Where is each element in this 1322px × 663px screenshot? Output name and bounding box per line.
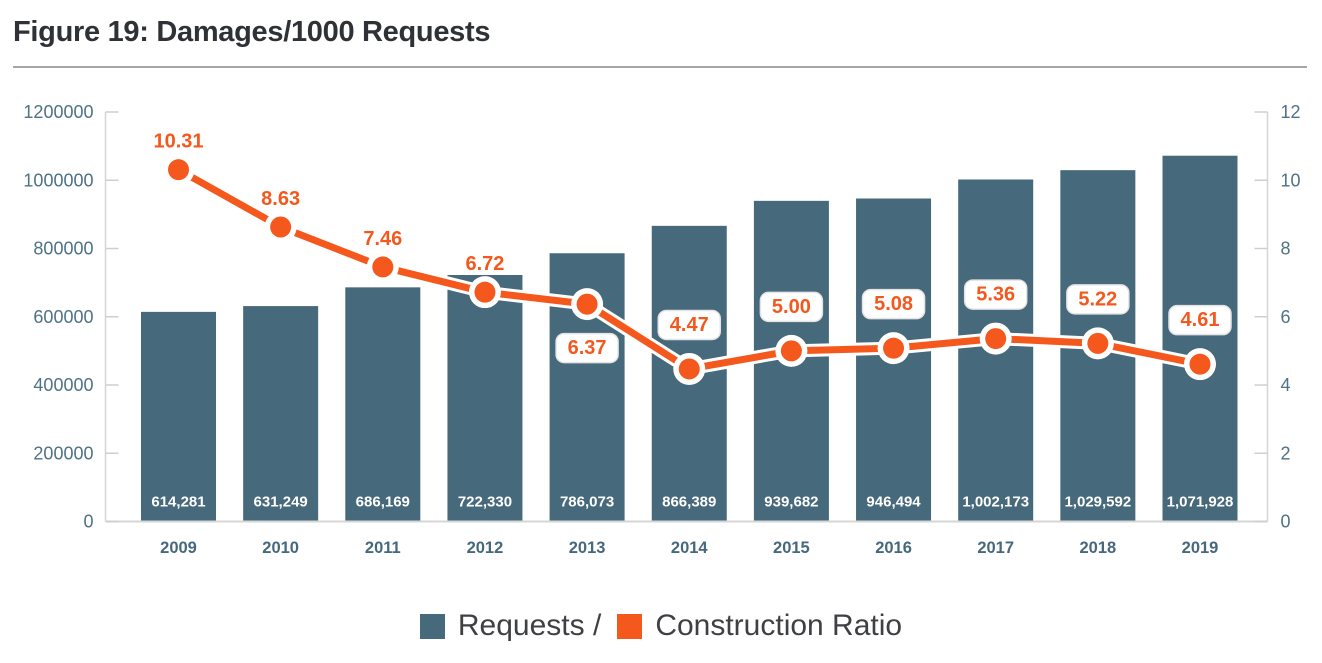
ratio-label-pill bbox=[963, 279, 1028, 310]
bar-2009 bbox=[141, 311, 216, 522]
marker-dot bbox=[474, 281, 496, 303]
bar-value-label: 686,169 bbox=[356, 494, 410, 511]
ratio-label-pill bbox=[1066, 284, 1130, 315]
ratio-label: 4.47 bbox=[670, 314, 709, 336]
x-axis-label-2014: 2014 bbox=[671, 539, 709, 557]
x-axis-label-2012: 2012 bbox=[467, 539, 504, 557]
ratio-label: 10.31 bbox=[153, 131, 203, 153]
x-axis-label-2010: 2010 bbox=[262, 539, 299, 557]
legend-swatch-construction-ratio bbox=[617, 613, 643, 639]
right-axis-tick-label: 0 bbox=[1281, 512, 1291, 532]
bar-value-label: 1,002,173 bbox=[962, 494, 1029, 511]
right-axis-tick-label: 8 bbox=[1281, 239, 1291, 259]
marker-dot bbox=[985, 328, 1007, 350]
legend-label-construction-ratio: Construction Ratio bbox=[655, 609, 903, 642]
marker-dot bbox=[168, 159, 189, 181]
x-axis-label-2017: 2017 bbox=[977, 539, 1014, 557]
bar-2011 bbox=[345, 287, 421, 522]
x-axis-label-2015: 2015 bbox=[773, 539, 810, 557]
left-axis-tick-label: 0 bbox=[83, 512, 93, 532]
bar-value-label: 631,249 bbox=[254, 494, 308, 511]
right-axis-tick-label: 4 bbox=[1281, 375, 1291, 395]
bar-2010 bbox=[243, 306, 319, 522]
x-axis-labels: 2009 2010 2011 2012 2013 2014 2015 2016 2017 2018… bbox=[160, 539, 1218, 557]
marker-dot bbox=[883, 337, 905, 359]
bar-2012 bbox=[447, 275, 523, 522]
ratio-labels: 10.31 8.63 7.46 6.72 6.37 4.47 5.00 5.08 5.36 5.2… bbox=[153, 131, 1232, 364]
bar-value-label: 1,071,928 bbox=[1167, 494, 1234, 511]
ratio-label: 5.22 bbox=[1078, 288, 1117, 310]
marker-dot bbox=[1087, 332, 1109, 354]
x-axis-label-2013: 2013 bbox=[569, 539, 606, 557]
bar-value-label: 614,281 bbox=[151, 494, 205, 511]
bar-value-label: 866,389 bbox=[662, 494, 716, 511]
ratio-label: 6.37 bbox=[568, 337, 607, 359]
ratio-label: 5.00 bbox=[772, 296, 811, 318]
legend-swatch-requests bbox=[419, 613, 445, 639]
left-axis-tick-label: 200000 bbox=[33, 443, 93, 463]
right-axis-tick-label: 6 bbox=[1281, 307, 1291, 327]
ratio-label: 5.36 bbox=[976, 284, 1015, 306]
x-axis-label-2018: 2018 bbox=[1079, 539, 1116, 557]
ratio-markers bbox=[162, 153, 1216, 385]
ratio-label-pill bbox=[861, 288, 926, 320]
figure-title: Figure 19: Damages/1000 Requests bbox=[13, 16, 491, 48]
left-axis-tick-label: 600000 bbox=[33, 307, 93, 327]
legend-label-requests: Requests / bbox=[457, 609, 602, 642]
marker-dot bbox=[576, 293, 598, 315]
marker-dot bbox=[270, 216, 292, 238]
bar-value-label: 939,682 bbox=[764, 494, 818, 511]
bar-value-label: 946,494 bbox=[866, 494, 921, 511]
marker-dot bbox=[780, 340, 802, 362]
ratio-label: 8.63 bbox=[261, 188, 300, 210]
x-axis-label-2016: 2016 bbox=[875, 539, 912, 557]
marker-dot bbox=[1189, 353, 1211, 375]
bar-value-label: 1,029,592 bbox=[1064, 494, 1131, 511]
marker-dot bbox=[678, 358, 700, 380]
ratio-label-pill bbox=[555, 332, 619, 364]
bar-2019 bbox=[1162, 155, 1238, 522]
ratio-label: 5.08 bbox=[874, 293, 913, 315]
left-axis-tick-label: 400000 bbox=[33, 375, 93, 395]
axes: 1200000 12 1000000 10 800000 8 600000 6 400000 4 2… bbox=[23, 102, 1300, 532]
bars bbox=[141, 155, 1238, 522]
ratio-label-pill bbox=[1168, 304, 1232, 336]
right-axis-tick-label: 12 bbox=[1281, 102, 1301, 122]
x-axis-label-2019: 2019 bbox=[1182, 539, 1219, 557]
ratio-label: 6.72 bbox=[465, 253, 504, 275]
legend: Requests / Construction Ratio bbox=[0, 604, 1322, 648]
x-axis-label-2011: 2011 bbox=[365, 539, 401, 557]
left-axis-tick-label: 1200000 bbox=[23, 102, 93, 122]
ratio-label-pill bbox=[657, 309, 721, 341]
left-axis-tick-label: 1000000 bbox=[23, 170, 93, 190]
right-axis-tick-label: 2 bbox=[1281, 443, 1291, 463]
left-axis-tick-label: 800000 bbox=[33, 239, 93, 259]
right-axis-tick-label: 10 bbox=[1281, 170, 1301, 190]
x-axis-label-2009: 2009 bbox=[160, 539, 197, 557]
ratio-label: 7.46 bbox=[363, 228, 402, 250]
bar-value-labels: 614,281 631,249 686,169 722,330 786,073 866,3… bbox=[151, 494, 1233, 511]
marker-dot bbox=[372, 256, 394, 278]
ratio-label-pill bbox=[759, 291, 824, 323]
ratio-label: 4.61 bbox=[1181, 309, 1220, 331]
bar-value-label: 722,330 bbox=[458, 494, 512, 511]
title-divider bbox=[13, 66, 1307, 68]
bar-value-label: 786,073 bbox=[560, 494, 614, 511]
